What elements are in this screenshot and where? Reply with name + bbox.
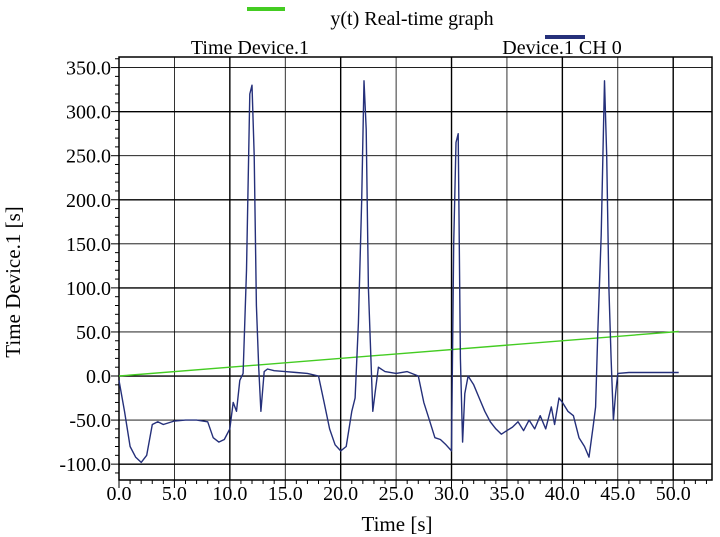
legend-label-time-device: Time Device.1 bbox=[191, 37, 309, 59]
x-tick-label: 45.0 bbox=[600, 483, 635, 505]
x-axis-label: Time [s] bbox=[362, 512, 433, 536]
y-tick-label: -50.0 bbox=[69, 410, 111, 432]
x-tick-label: 50.0 bbox=[656, 483, 691, 505]
series-layer bbox=[118, 80, 679, 464]
legend-label-device-ch0: Device.1 CH 0 bbox=[502, 37, 621, 59]
grid bbox=[119, 57, 712, 480]
y-tick-label: 250.0 bbox=[66, 146, 111, 168]
y-tick-label: 200.0 bbox=[66, 190, 111, 212]
x-tick-label: 40.0 bbox=[545, 483, 580, 505]
x-tick-label: 35.0 bbox=[489, 483, 524, 505]
y-tick-label: -100.0 bbox=[59, 454, 111, 476]
x-tick-label: 10.0 bbox=[212, 483, 247, 505]
x-tick-label: 20.0 bbox=[323, 483, 358, 505]
x-tick-label: 30.0 bbox=[434, 483, 469, 505]
series-device-ch0-line bbox=[118, 80, 679, 464]
y-tick-label: 50.0 bbox=[76, 322, 111, 344]
axis-ticks: 0.0 5.0 10.0 15.0 20.0 25.0 30.0 35.0 40.0 45.0 50… bbox=[59, 58, 707, 505]
series-time-device-line bbox=[118, 330, 679, 377]
y-tick-label: 350.0 bbox=[66, 58, 111, 80]
y-axis-label: Time Device.1 [s] bbox=[1, 206, 25, 357]
y-tick-label: 150.0 bbox=[66, 234, 111, 256]
y-tick-label: 100.0 bbox=[66, 278, 111, 300]
x-tick-label: 0.0 bbox=[107, 483, 132, 505]
x-tick-label: 5.0 bbox=[162, 483, 187, 505]
legend: y(t) Real-time graph Time Device.1 Devic… bbox=[191, 7, 622, 59]
x-tick-label: 15.0 bbox=[268, 483, 303, 505]
plot-area bbox=[118, 56, 713, 481]
y-tick-label: 300.0 bbox=[66, 102, 111, 124]
chart-title: y(t) Real-time graph bbox=[330, 8, 493, 30]
y-tick-label: 0.0 bbox=[86, 366, 111, 388]
x-tick-label: 25.0 bbox=[379, 483, 414, 505]
